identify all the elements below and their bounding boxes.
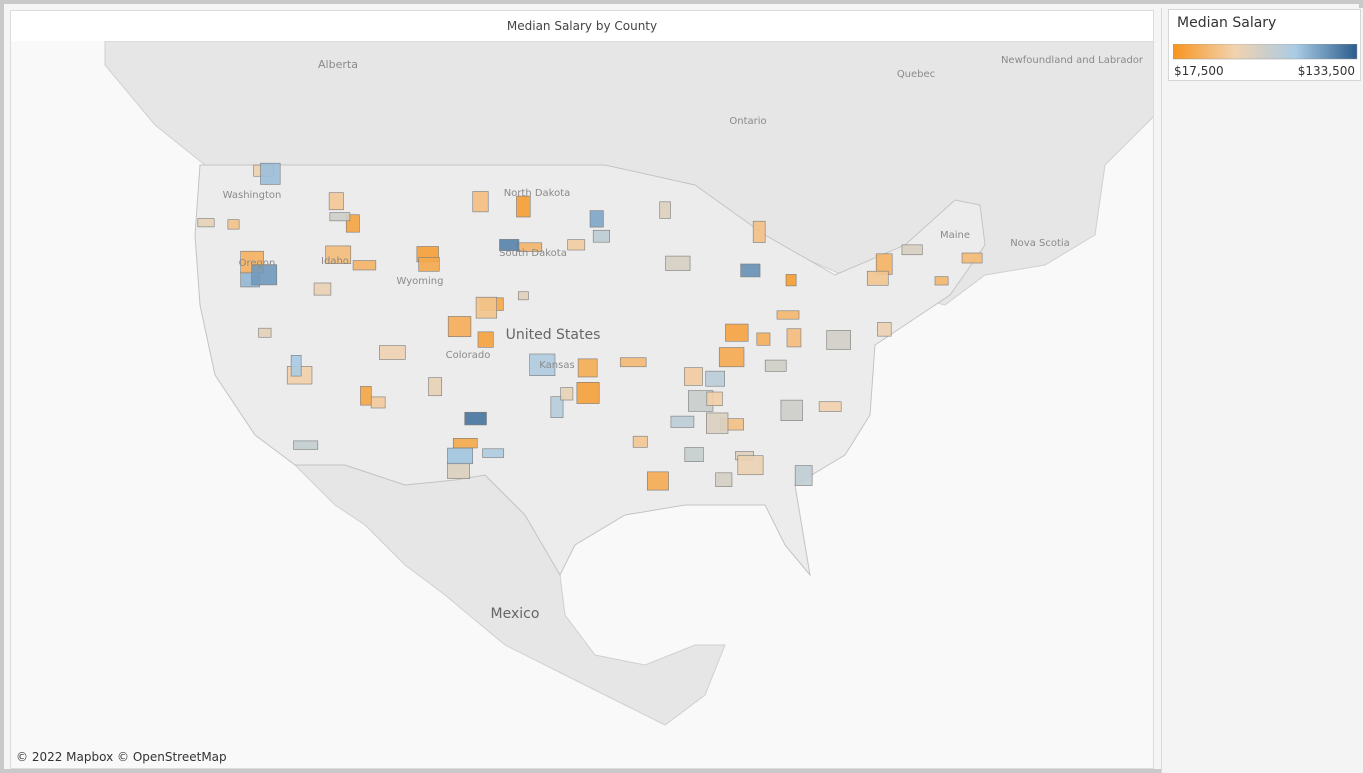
map-label: Oregon (239, 258, 276, 269)
county (776, 310, 800, 320)
county (619, 357, 647, 368)
county (472, 191, 489, 213)
county (684, 447, 704, 462)
map: Alberta Quebec Ontario Newfoundland and Lab… (11, 41, 1153, 768)
map-label: Nova Scotia (1010, 238, 1070, 249)
county (756, 332, 771, 346)
county (901, 244, 923, 256)
county (251, 264, 278, 286)
county (447, 462, 470, 479)
county (705, 370, 726, 387)
map-label: Newfoundland and Labrador (1001, 55, 1144, 66)
county (464, 411, 487, 426)
map-label: Mexico (491, 606, 540, 622)
county (290, 355, 302, 377)
county (370, 396, 386, 409)
map-label: Alberta (318, 58, 358, 71)
county (258, 327, 272, 338)
county (715, 472, 733, 487)
legend-ramp (1173, 44, 1358, 60)
county (329, 212, 351, 222)
county (313, 282, 332, 296)
map-label: Wyoming (397, 276, 444, 287)
map-label: North Dakota (504, 188, 571, 199)
county (447, 316, 472, 338)
county (577, 358, 598, 378)
map-pane: Median Salary by County Alberta Quebec Ont… (10, 10, 1154, 769)
county (418, 256, 440, 272)
county (379, 345, 406, 360)
county (718, 347, 745, 368)
map-label: Ontario (729, 116, 766, 127)
map-label: Washington (223, 190, 282, 201)
county (740, 263, 761, 278)
map-title: Median Salary by County (506, 19, 658, 33)
side-panel: Median Salary $17,500 $133,500 (1161, 8, 1363, 773)
county (475, 296, 498, 319)
county (227, 219, 240, 230)
map-label: Maine (940, 230, 970, 241)
county (477, 331, 494, 348)
county (780, 399, 803, 422)
county (516, 195, 531, 218)
map-label: Quebec (897, 69, 935, 80)
map-label: Kansas (539, 360, 574, 371)
county (428, 377, 443, 397)
county (646, 471, 669, 491)
county (706, 391, 723, 407)
county (325, 245, 352, 265)
county (670, 415, 695, 428)
county (665, 255, 691, 271)
legend-gradient (1173, 44, 1358, 60)
county (826, 330, 851, 350)
county (877, 322, 892, 337)
county (961, 252, 983, 264)
county (482, 448, 505, 458)
county (737, 455, 764, 476)
county (706, 412, 729, 434)
county (785, 274, 797, 287)
legend: Median Salary $17,500 $133,500 (1168, 9, 1361, 81)
county (818, 401, 842, 412)
county (684, 367, 703, 386)
map-label: Idaho (321, 256, 349, 267)
county (659, 201, 671, 219)
county (725, 323, 749, 342)
county (293, 440, 319, 450)
county (328, 192, 344, 211)
county (764, 359, 787, 372)
county (197, 218, 215, 228)
county (866, 270, 889, 286)
county (517, 291, 529, 301)
county (529, 353, 556, 376)
county (752, 220, 766, 243)
map-label: South Dakota (499, 248, 567, 259)
county (786, 328, 802, 348)
county (567, 239, 586, 251)
map-label: Colorado (446, 350, 491, 361)
county (260, 162, 281, 185)
legend-max: $133,500 (1297, 64, 1355, 78)
county (499, 239, 520, 251)
county (447, 447, 474, 465)
legend-min: $17,500 (1174, 64, 1224, 78)
county (934, 276, 949, 286)
county (550, 396, 564, 418)
county (632, 435, 648, 448)
attribution: © 2022 Mapbox © OpenStreetMap (16, 750, 227, 764)
county (560, 387, 574, 401)
county (452, 438, 478, 449)
legend-title: Median Salary (1177, 15, 1277, 31)
county (794, 465, 813, 486)
county (592, 229, 610, 243)
map-label: United States (506, 327, 601, 343)
county (352, 260, 377, 271)
county (576, 382, 600, 404)
county (589, 210, 604, 228)
county (360, 386, 372, 406)
